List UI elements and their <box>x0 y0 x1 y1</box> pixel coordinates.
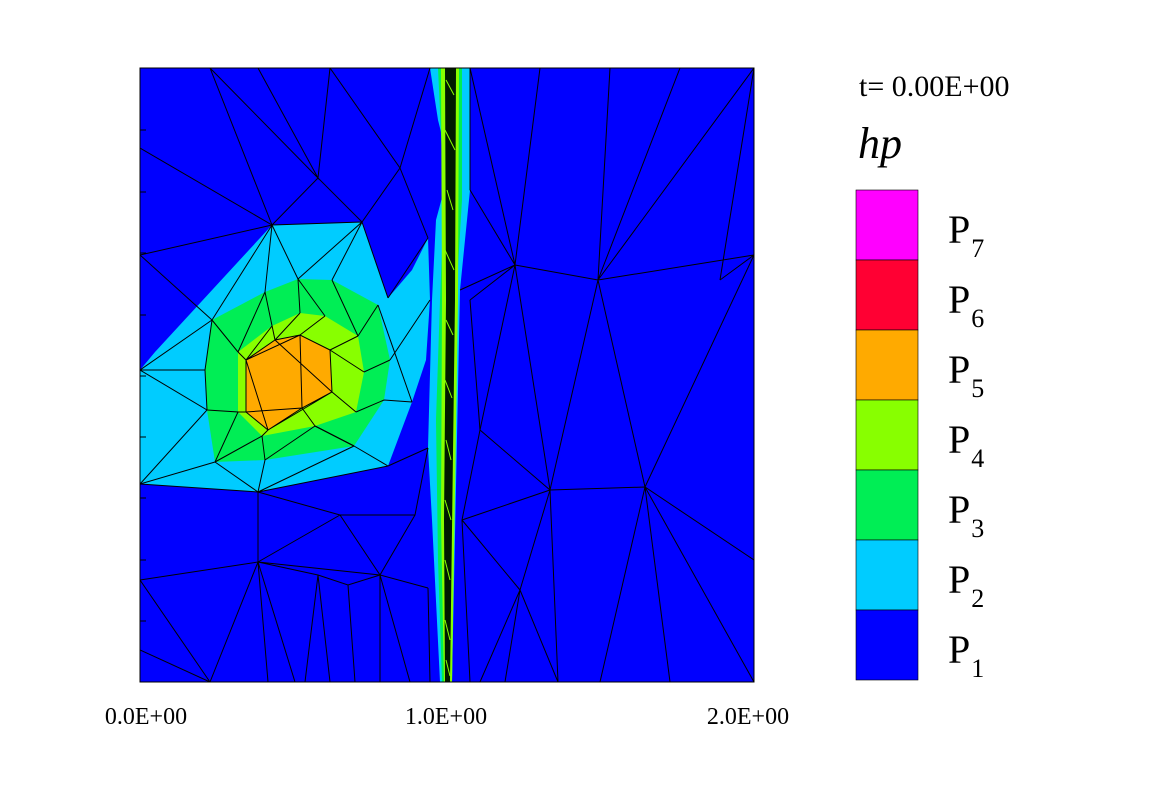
legend-label-p4: P4 <box>948 417 985 473</box>
legend-swatch-p2 <box>855 539 919 611</box>
x-tick-label-2: 2.0E+00 <box>706 704 790 730</box>
legend-label-p1: P1 <box>948 627 985 683</box>
legend-label-p7: P7 <box>948 207 985 263</box>
y-axis-ticks <box>140 129 146 622</box>
legend-swatch-p3 <box>855 469 919 541</box>
x-tick-label-1: 1.0E+00 <box>404 704 488 730</box>
region-p5-core <box>246 335 332 430</box>
field-variable-label: hp <box>858 119 902 168</box>
time-label: t= 0.00E+00 <box>859 70 1010 103</box>
mesh-lines <box>140 68 754 682</box>
legend-swatch-p1 <box>855 609 919 681</box>
legend-swatches <box>855 189 919 681</box>
legend-swatch-p4 <box>855 399 919 471</box>
legend-swatch-p7 <box>855 189 919 261</box>
region-dense-front <box>444 68 456 682</box>
legend-swatch-p5 <box>855 329 919 401</box>
mesh-domain <box>140 68 754 682</box>
legend-label-p5: P5 <box>948 347 985 403</box>
legend-label-p3: P3 <box>948 487 985 543</box>
x-tick-label-0: 0.0E+00 <box>104 704 188 730</box>
legend-swatch-p6 <box>855 259 919 331</box>
plot-frame <box>139 67 755 683</box>
legend-label-p6: P6 <box>948 277 985 333</box>
legend-label-p2: P2 <box>948 557 985 613</box>
front-speckle <box>444 79 456 677</box>
